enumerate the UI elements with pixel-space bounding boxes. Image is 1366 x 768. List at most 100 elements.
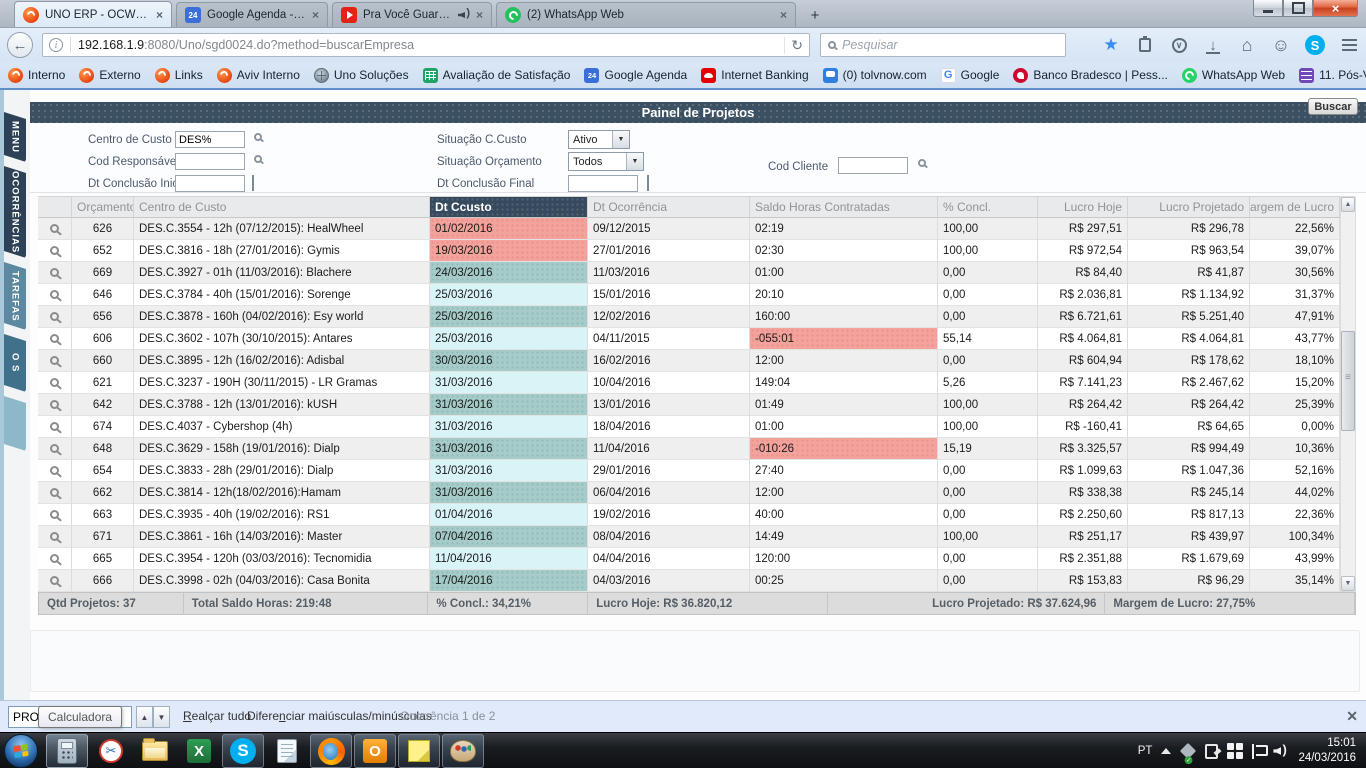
find-close-icon[interactable]: ✕ — [1346, 708, 1358, 724]
row-zoom-icon[interactable] — [50, 356, 59, 365]
skype-extension-icon[interactable]: S — [1304, 34, 1326, 56]
side-tab-ocorr-ncias[interactable]: OCORRÊNCIAS — [4, 166, 26, 258]
search-box[interactable]: Pesquisar — [820, 33, 1066, 57]
tab-close-icon[interactable]: × — [311, 8, 319, 22]
row-zoom-icon[interactable] — [50, 576, 59, 585]
bookmark-item[interactable]: Aviv Interno — [216, 67, 300, 83]
row-zoom-icon[interactable] — [50, 422, 59, 431]
row-zoom-icon[interactable] — [50, 532, 59, 541]
menu-hamburger-icon[interactable] — [1338, 34, 1360, 56]
column-header[interactable]: Centro de Custo — [134, 196, 430, 218]
buscar-button[interactable]: Buscar — [1308, 98, 1358, 115]
browser-tab[interactable]: Pra Você Guardei O A... × — [332, 2, 492, 27]
back-button[interactable]: ← — [7, 32, 33, 58]
row-zoom-icon[interactable] — [50, 466, 59, 475]
pocket-clipboard-icon[interactable] — [1134, 34, 1156, 56]
site-info-icon[interactable]: i — [49, 38, 63, 52]
bookmark-item[interactable]: 11. Pós-Vendas (Prepa... — [1299, 67, 1366, 83]
bookmark-item[interactable]: Google — [940, 67, 999, 83]
row-zoom-icon[interactable] — [50, 246, 59, 255]
row-zoom-icon[interactable] — [50, 400, 59, 409]
bookmark-item[interactable]: Banco Bradesco | Pess... — [1013, 67, 1168, 83]
new-tab-button[interactable]: + — [810, 6, 820, 24]
restore-button[interactable] — [1283, 0, 1313, 17]
side-tab-menu[interactable]: MENU — [4, 112, 26, 162]
tab-close-icon[interactable]: × — [475, 8, 483, 22]
cod-responsavel-lookup-icon[interactable] — [254, 155, 262, 163]
start-button[interactable] — [4, 734, 38, 768]
cod-cliente-input[interactable] — [838, 157, 908, 174]
dropdown-arrow-icon[interactable]: ▼ — [626, 153, 643, 170]
side-tab-tarefas[interactable]: TAREFAS — [4, 262, 26, 330]
taskbar-skype-button[interactable]: S — [222, 734, 264, 768]
sync-app-tray-icon[interactable] — [1180, 742, 1197, 760]
bookmark-item[interactable]: Internet Banking — [701, 67, 809, 83]
feedback-smiley-icon[interactable]: ☺ — [1271, 34, 1291, 55]
dt-conclusao-inicial-input[interactable] — [175, 175, 245, 192]
taskbar-paint-button[interactable] — [442, 734, 484, 768]
browser-tab[interactable]: UNO ERP - OCW0003 - Ca... × — [14, 1, 172, 27]
browser-tab[interactable]: Google Agenda - Semana ... × — [176, 2, 328, 27]
situacao-ccusto-select[interactable]: Ativo ▼ — [568, 130, 630, 149]
centro-custo-lookup-icon[interactable] — [254, 133, 262, 141]
bookmark-item[interactable]: Avaliação de Satisfação — [422, 67, 570, 83]
taskbar-sticky-notes-button[interactable] — [398, 734, 440, 768]
centro-custo-input[interactable] — [175, 131, 245, 148]
tab-close-icon[interactable]: × — [779, 8, 787, 22]
row-zoom-icon[interactable] — [50, 290, 59, 299]
volume-icon[interactable] — [1273, 742, 1289, 759]
dt-conclusao-final-calendar-icon[interactable] — [647, 175, 649, 191]
language-indicator[interactable]: PT — [1137, 745, 1153, 757]
taskbar-calculator-button[interactable] — [46, 734, 88, 768]
tray-expand-icon[interactable] — [1161, 748, 1172, 754]
column-header[interactable]: % Concl. — [938, 196, 1038, 218]
column-header[interactable]: Dt Ocorrência — [588, 196, 750, 218]
bookmark-item[interactable]: WhatsApp Web — [1181, 67, 1285, 83]
row-zoom-icon[interactable] — [50, 268, 59, 277]
reload-icon[interactable]: ↻ — [784, 36, 803, 54]
taskbar-snipping-tool-button[interactable]: ✂ — [90, 734, 132, 768]
pocket-shield-icon[interactable]: ∨ — [1168, 34, 1190, 56]
dt-conclusao-final-input[interactable] — [568, 175, 638, 192]
minimize-button[interactable] — [1253, 0, 1283, 17]
cod-responsavel-input[interactable] — [175, 153, 245, 170]
row-zoom-icon[interactable] — [50, 510, 59, 519]
row-zoom-icon[interactable] — [50, 554, 59, 563]
scroll-down-icon[interactable]: ▼ — [1341, 576, 1355, 591]
column-header[interactable] — [38, 196, 72, 218]
bookmark-item[interactable]: Links — [154, 67, 203, 83]
find-previous-icon[interactable]: ▲ — [136, 706, 153, 728]
home-icon[interactable]: ⌂ — [1241, 34, 1253, 55]
get-windows-icon[interactable] — [1227, 743, 1244, 759]
bookmark-star-icon[interactable]: ★ — [1103, 35, 1119, 54]
side-tab-o-s[interactable]: O S — [4, 334, 26, 392]
table-scrollbar[interactable]: ▲ ▼ — [1340, 196, 1356, 592]
bookmark-item[interactable]: Uno Soluções — [313, 67, 409, 83]
tab-close-icon[interactable]: × — [155, 7, 163, 22]
taskbar-outlook-button[interactable]: O — [354, 734, 396, 768]
column-header[interactable]: Lucro Projetado — [1128, 196, 1250, 218]
close-button[interactable]: × — [1313, 0, 1358, 17]
scroll-up-icon[interactable]: ▲ — [1341, 197, 1355, 212]
browser-tab[interactable]: (2) WhatsApp Web × — [496, 2, 796, 27]
action-center-flag-icon[interactable] — [1252, 743, 1269, 759]
safely-remove-hardware-icon[interactable] — [1205, 743, 1219, 759]
bookmark-item[interactable]: Google Agenda — [584, 67, 687, 83]
row-zoom-icon[interactable] — [50, 378, 59, 387]
dt-conclusao-inicial-calendar-icon[interactable] — [252, 175, 254, 191]
situacao-orcamento-select[interactable]: Todos ▼ — [568, 152, 644, 171]
taskbar-notepad-button[interactable] — [266, 734, 308, 768]
row-zoom-icon[interactable] — [50, 312, 59, 321]
bookmark-item[interactable]: (0) tolvnow.com — [822, 67, 927, 83]
clock[interactable]: 15:01 24/03/2016 — [1298, 736, 1356, 766]
tab-audio-icon[interactable] — [458, 7, 470, 21]
taskbar-firefox-button[interactable] — [310, 734, 352, 768]
match-case-button[interactable]: Diferenciar maiúsculas/minúsculas — [247, 709, 432, 723]
column-header[interactable]: Dt Ccusto — [430, 196, 588, 218]
cod-cliente-lookup-icon[interactable] — [918, 159, 926, 167]
row-zoom-icon[interactable] — [50, 334, 59, 343]
taskbar-excel-button[interactable]: X — [178, 734, 220, 768]
dropdown-arrow-icon[interactable]: ▼ — [612, 131, 629, 148]
bookmark-item[interactable]: Interno — [8, 67, 65, 83]
scrollbar-thumb[interactable] — [1341, 331, 1355, 431]
